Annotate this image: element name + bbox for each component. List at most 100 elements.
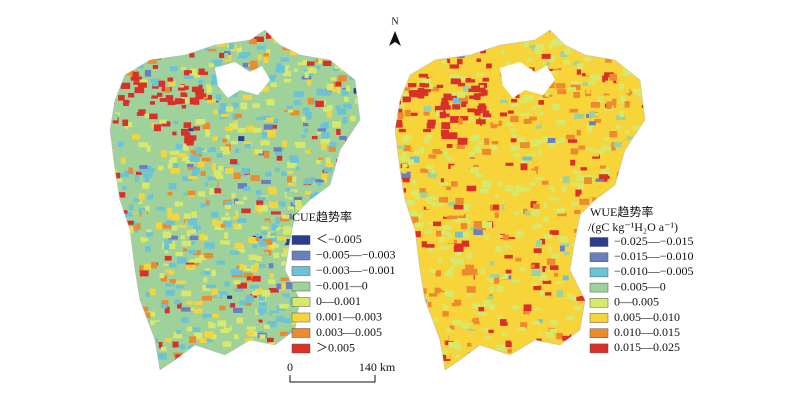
map-pixel	[461, 251, 471, 258]
map-pixel	[182, 175, 193, 182]
map-pixel	[355, 39, 360, 44]
map-pixel	[132, 34, 143, 41]
map-pixel	[594, 307, 602, 315]
map-pixel	[462, 86, 472, 93]
map-pixel	[160, 304, 168, 309]
map-pixel	[282, 150, 290, 156]
map-pixel	[266, 321, 277, 328]
map-pixel	[518, 156, 524, 163]
map-pixel	[413, 344, 424, 349]
map-pixel	[598, 357, 608, 362]
map-pixel	[543, 135, 548, 142]
map-pixel	[640, 82, 645, 87]
map-pixel	[576, 355, 583, 363]
map-pixel	[250, 175, 260, 181]
map-pixel	[637, 92, 644, 97]
map-pixel	[395, 147, 396, 153]
map-pixel	[203, 362, 208, 367]
map-pixel	[365, 210, 372, 216]
map-pixel	[230, 159, 238, 165]
map-pixel	[613, 142, 623, 148]
map-pixel	[434, 105, 444, 113]
map-pixel	[330, 127, 339, 133]
map-pixel	[407, 112, 418, 116]
map-pixel	[116, 228, 123, 233]
map-pixel	[423, 129, 432, 133]
map-pixel	[636, 120, 645, 125]
map-pixel	[301, 261, 307, 266]
map-pixel	[616, 160, 623, 165]
map-pixel	[573, 229, 579, 233]
map-pixel	[461, 102, 467, 108]
map-pixel	[405, 270, 414, 277]
map-pixel	[235, 201, 245, 205]
map-pixel	[449, 335, 458, 342]
map-pixel	[403, 268, 411, 273]
map-pixel	[331, 56, 338, 62]
map-pixel	[461, 240, 470, 247]
map-pixel	[204, 95, 213, 100]
map-pixel	[611, 190, 618, 197]
map-pixel	[225, 362, 235, 368]
map-pixel	[546, 371, 552, 374]
map-pixel	[192, 74, 201, 78]
map-pixel	[601, 145, 612, 151]
map-pixel	[405, 199, 415, 206]
map-pixel	[113, 58, 118, 64]
map-pixel	[540, 297, 548, 302]
map-pixel	[257, 307, 267, 314]
map-pixel	[438, 196, 449, 203]
map-pixel	[602, 358, 609, 363]
map-pixel	[579, 358, 588, 364]
map-pixel	[512, 191, 519, 196]
map-pixel	[217, 320, 227, 327]
map-pixel	[110, 167, 113, 171]
map-pixel	[239, 300, 248, 306]
map-pixel	[222, 151, 231, 155]
map-pixel	[252, 244, 258, 249]
map-pixel	[507, 239, 517, 246]
map-pixel	[397, 122, 402, 126]
map-pixel	[427, 350, 432, 357]
map-pixel	[484, 336, 492, 340]
map-pixel	[262, 354, 268, 359]
map-pixel	[622, 69, 631, 76]
map-pixel	[423, 138, 430, 144]
north-label: N	[391, 16, 398, 27]
map-pixel	[458, 117, 463, 125]
map-pixel	[482, 222, 493, 229]
map-pixel	[240, 242, 249, 246]
map-pixel	[441, 285, 451, 291]
map-pixel	[279, 359, 287, 366]
map-pixel	[430, 138, 440, 145]
map-pixel	[438, 182, 449, 186]
map-pixel	[332, 121, 341, 128]
map-pixel	[549, 197, 559, 201]
map-pixel	[295, 166, 300, 171]
map-pixel	[494, 90, 504, 96]
map-pixel	[324, 202, 330, 207]
map-pixel	[525, 357, 531, 365]
map-pixel	[564, 200, 571, 208]
map-pixel	[520, 57, 527, 63]
map-pixel	[147, 58, 157, 64]
map-pixel	[231, 358, 238, 362]
map-pixel	[598, 174, 609, 179]
map-pixel	[294, 141, 304, 146]
map-pixel	[110, 290, 112, 297]
map-pixel	[300, 230, 307, 237]
map-pixel	[159, 68, 169, 75]
map-pixel	[464, 39, 474, 44]
map-pixel	[110, 70, 113, 74]
map-pixel	[222, 341, 232, 347]
map-pixel	[205, 129, 211, 137]
map-pixel	[579, 73, 589, 77]
map-pixel	[495, 246, 503, 253]
map-pixel	[525, 196, 533, 202]
map-pixel	[546, 312, 555, 320]
map-pixel	[252, 103, 260, 109]
map-pixel	[113, 72, 123, 78]
map-pixel	[325, 40, 335, 46]
map-pixel	[441, 350, 449, 355]
map-pixel	[138, 142, 149, 148]
